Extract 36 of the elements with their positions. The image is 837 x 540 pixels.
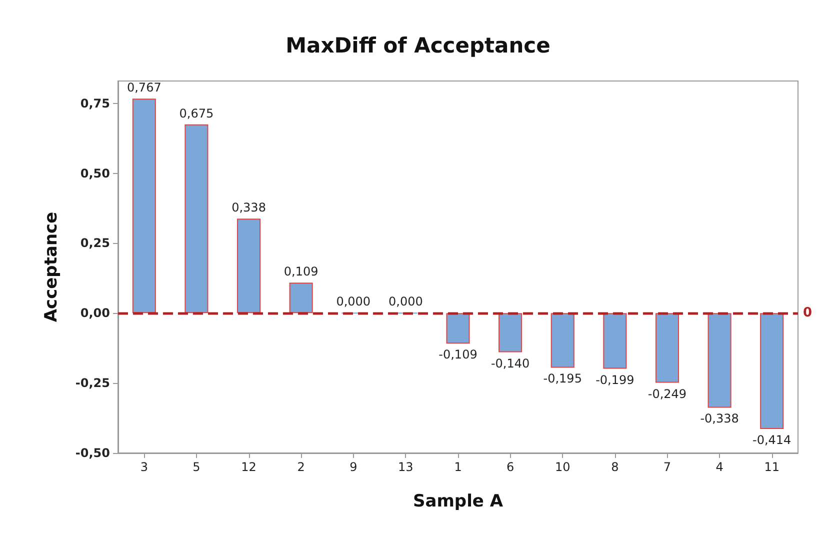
x-axis-title: Sample A [412, 492, 504, 512]
y-axis-title: Acceptance [42, 212, 62, 322]
y-tick-label: -0,25 [75, 376, 110, 390]
data-label: 0,000 [336, 294, 371, 309]
data-label: -0,199 [596, 372, 634, 387]
data-label: 0,109 [284, 264, 318, 279]
x-tick-label: 1 [454, 460, 462, 474]
x-tick-label: 5 [192, 460, 200, 474]
x-tick-label: 9 [350, 460, 358, 474]
data-label: -0,195 [543, 372, 582, 386]
x-tick-label: 11 [764, 460, 780, 474]
x-tick-label: 2 [297, 460, 305, 474]
x-tick-label: 6 [506, 460, 514, 474]
y-tick-label: 0,25 [80, 236, 110, 250]
y-tick-label: 0,00 [80, 306, 110, 320]
data-label: -0,414 [752, 432, 792, 447]
x-tick-label: 13 [398, 460, 414, 474]
data-label: -0,109 [438, 348, 478, 362]
data-label: 0,338 [232, 200, 266, 215]
data-label: 0,675 [179, 106, 214, 120]
data-label: -0,140 [490, 356, 530, 370]
x-tick-label: 12 [241, 460, 256, 474]
data-label: 0,767 [126, 80, 162, 95]
y-tick-label: -0,50 [75, 446, 110, 460]
x-tick-label: 7 [663, 460, 672, 474]
data-label: -0,249 [648, 386, 687, 401]
x-tick-label: 4 [716, 460, 724, 474]
chart-title: MaxDiff of Acceptance [286, 34, 550, 58]
x-tick-label: 10 [554, 460, 570, 474]
y-tick-label: 0,50 [80, 166, 110, 180]
data-label: -0,338 [700, 412, 739, 426]
data-label: 0,000 [388, 294, 423, 309]
ref-line-label: 0 [803, 306, 812, 321]
x-tick-label: 8 [611, 460, 619, 474]
y-tick-label: 0,75 [80, 96, 110, 110]
x-tick-label: 3 [140, 460, 148, 474]
